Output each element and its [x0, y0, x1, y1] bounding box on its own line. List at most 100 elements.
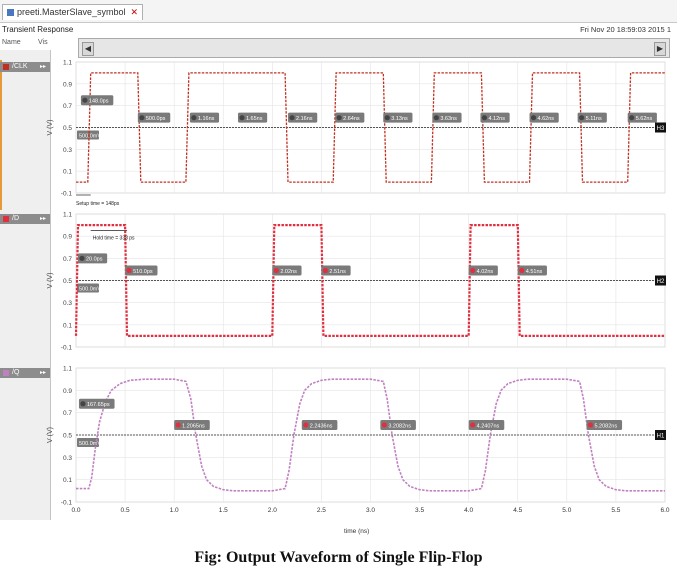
y-tick-label: -0.1 [61, 191, 73, 198]
marker-dot [384, 115, 390, 121]
marker-label-box [237, 112, 268, 123]
scroll-right-icon[interactable]: ▶ [654, 42, 666, 56]
plot-title: Transient Response [2, 25, 74, 34]
y-tick-label: 0.5 [63, 278, 72, 285]
marker-dot [273, 267, 279, 274]
color-swatch [3, 64, 9, 70]
x-tick-label: 5.5 [611, 507, 620, 514]
expand-icon[interactable]: ▸▸ [39, 64, 46, 70]
marker-label: 4.12ns [488, 116, 505, 122]
marker-label-box [125, 265, 158, 276]
y-tick-label: 0.7 [63, 410, 72, 417]
x-tick-label: 0.0 [71, 507, 80, 514]
marker-label-box [517, 265, 547, 276]
marker-dot [175, 422, 181, 428]
marker-dot [139, 115, 145, 121]
y-tick-label: 1.1 [63, 366, 72, 373]
marker-label-box [174, 419, 210, 430]
scroll-left-icon[interactable]: ◀ [82, 42, 94, 56]
color-swatch [3, 216, 9, 222]
marker-dot [191, 115, 197, 121]
x-tick-label: 1.5 [219, 507, 228, 514]
marker-label-box [627, 112, 657, 123]
marker-label: 2.16ns [296, 116, 313, 122]
y-tick-label: -0.1 [61, 345, 73, 352]
marker-label-box [468, 419, 505, 430]
marker-label: 5.2082ns [594, 423, 617, 429]
y-tick-label: 0.3 [63, 455, 72, 462]
marker-dot [82, 97, 88, 103]
y-tick-label: 0.3 [63, 300, 72, 307]
signal-item-d[interactable]: /D ▸▸ [0, 214, 50, 224]
marker-dot [303, 422, 309, 428]
marker-label-box [380, 419, 416, 430]
x-tick-label: 2.5 [317, 507, 326, 514]
y-tick-label: 0.7 [63, 103, 72, 110]
expand-icon[interactable]: ▸▸ [39, 370, 46, 376]
marker-dot [79, 255, 85, 261]
marker-dot [336, 115, 342, 121]
y-axis-label: V (V) [47, 427, 54, 443]
expand-icon[interactable]: ▸▸ [39, 216, 46, 222]
waveform-icon [7, 9, 14, 16]
marker-label-box [577, 112, 607, 123]
close-icon[interactable]: ✕ [130, 7, 139, 17]
marker-dot [289, 115, 295, 121]
x-tick-label: 3.5 [415, 507, 424, 514]
marker-label-box [78, 398, 115, 409]
marker-tag-box [655, 275, 666, 286]
marker-label: 1.16ns [198, 116, 215, 122]
marker-dot [239, 115, 245, 121]
marker-label-box [468, 265, 498, 276]
marker-label: 5.11ns [586, 116, 602, 122]
overview-scrollbar[interactable]: ◀ ▶ [78, 38, 670, 58]
marker-label: 4.51ns [526, 269, 543, 275]
signal-trace [76, 72, 665, 183]
threshold-label: 500.0mV [79, 441, 101, 447]
marker-label: 5.62ns [636, 116, 653, 122]
y-tick-label: 0.1 [63, 477, 72, 484]
tab-waveform[interactable]: preeti.MasterSlave_symbol ✕ [2, 4, 144, 20]
marker-label-box [80, 95, 114, 106]
y-tick-label: 0.1 [63, 322, 72, 329]
marker-label-box [529, 112, 559, 123]
marker-label: 4.02ns [477, 269, 494, 275]
marker-label-box [321, 265, 351, 276]
marker-label: 510.0ps [133, 269, 153, 275]
marker-dot [519, 267, 525, 274]
marker-label: 4.2407ns [477, 423, 500, 429]
marker-dot [322, 267, 329, 274]
selection-bar [0, 60, 2, 210]
marker-dot [481, 115, 488, 121]
threshold-label: 500.0mV [79, 134, 101, 140]
marker-dot [579, 115, 585, 121]
y-axis-label: V (V) [47, 273, 54, 289]
marker-label: 3.63ns [440, 116, 457, 122]
marker-label-box [272, 265, 302, 276]
y-axis-label: V (V) [47, 120, 54, 136]
marker-label: 20.0ps [86, 257, 103, 263]
marker-label-box [480, 112, 510, 123]
x-tick-label: 0.5 [121, 507, 130, 514]
y-tick-label: 0.1 [63, 169, 72, 176]
x-tick-label: 4.5 [513, 507, 522, 514]
marker-label: 3.2082ns [388, 423, 411, 429]
x-tick-label: 1.0 [170, 507, 179, 514]
tab-label: preeti.MasterSlave_symbol [17, 7, 126, 17]
marker-label-box [301, 419, 338, 430]
marker-label: 1.2065ns [182, 423, 205, 429]
signal-name: /D [12, 215, 19, 222]
marker-tag-box [655, 122, 666, 133]
signal-trace [74, 224, 665, 337]
marker-label: 2.2436ns [310, 423, 333, 429]
marker-label-box [335, 112, 365, 123]
signal-item-q[interactable]: /Q ▸▸ [0, 368, 50, 378]
marker-label-box [432, 112, 462, 123]
threshold-label-box [77, 438, 99, 447]
x-tick-label: 3.0 [366, 507, 375, 514]
y-tick-label: 0.3 [63, 147, 72, 154]
signal-item-clk[interactable]: /CLK ▸▸ [0, 62, 50, 72]
marker-dot [587, 422, 594, 428]
marker-label: 1.65ns [246, 116, 263, 122]
y-tick-label: 1.1 [63, 212, 72, 219]
